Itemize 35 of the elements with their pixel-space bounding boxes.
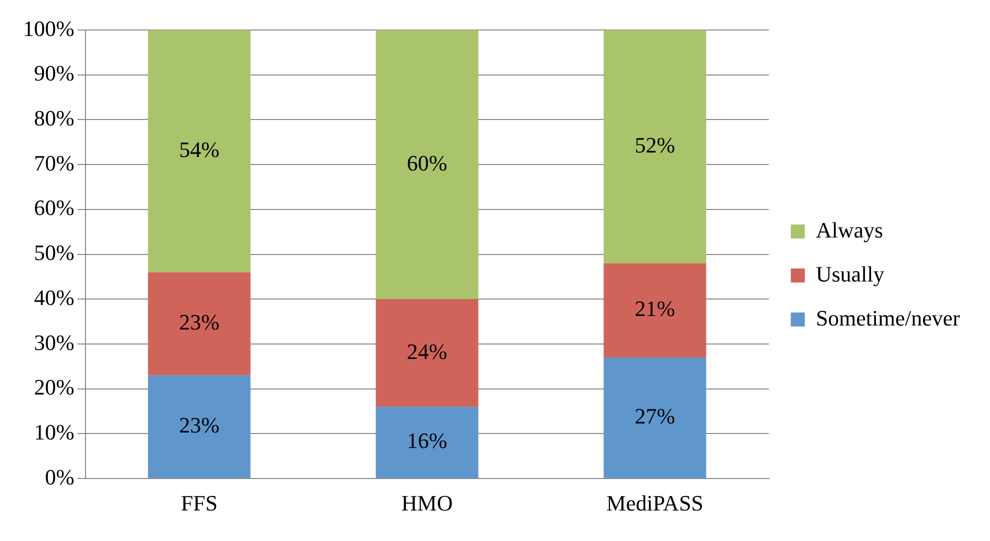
bar: [376, 30, 478, 300]
bar: [148, 30, 251, 272]
y-tick-label: 90%: [34, 60, 74, 86]
data-label: 54%: [179, 136, 220, 162]
bar: [376, 406, 478, 478]
y-tick-label: 60%: [34, 195, 74, 220]
y-tick-label: 0%: [45, 464, 74, 490]
bar: [604, 263, 706, 358]
legend-label: Always: [816, 217, 884, 242]
data-label: 24%: [406, 338, 448, 364]
y-tick-label: 70%: [34, 150, 74, 176]
y-tick-label: 20%: [34, 374, 74, 400]
data-label: 16%: [406, 428, 448, 454]
y-tick-label: 80%: [34, 106, 74, 130]
y-tick-label: 30%: [34, 330, 74, 355]
bar: [148, 272, 251, 376]
data-label: 27%: [634, 404, 676, 429]
legend-label: Sometime/never: [816, 305, 961, 330]
legend-label: Usually: [816, 261, 884, 286]
y-tick-label: 100%: [23, 16, 74, 41]
x-tick-label: MediPASS: [606, 490, 704, 516]
bar: [604, 30, 706, 264]
data-label: 23%: [179, 310, 220, 335]
y-tick-label: 40%: [34, 284, 74, 310]
x-tick-label: HMO: [401, 490, 453, 516]
y-tick-label: 10%: [34, 420, 74, 445]
bar: [376, 299, 478, 407]
y-tick-label: 50%: [34, 240, 74, 266]
data-label: 52%: [634, 132, 676, 158]
bar: [604, 357, 706, 478]
bar: [148, 375, 251, 478]
data-label: 23%: [179, 412, 220, 438]
data-label: 60%: [406, 150, 448, 176]
x-tick-label: FFS: [180, 490, 218, 516]
data-label: 21%: [634, 296, 676, 322]
